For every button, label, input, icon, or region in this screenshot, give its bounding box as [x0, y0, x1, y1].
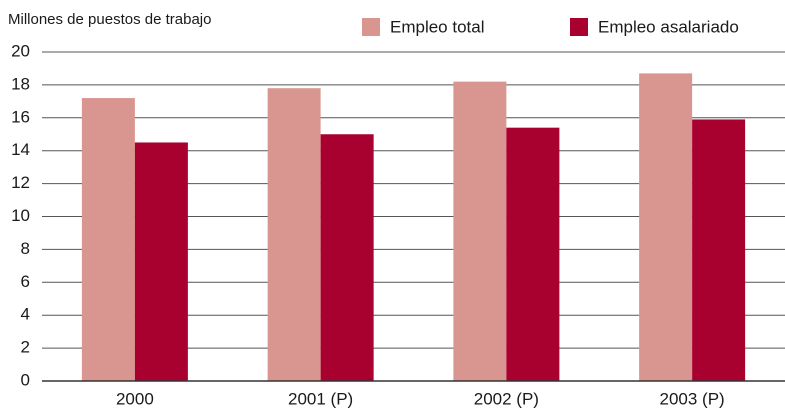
y-tick-label: 8 — [21, 239, 30, 258]
bar — [134, 142, 188, 381]
bar — [453, 81, 507, 382]
y-tick-label: 10 — [11, 206, 30, 225]
x-tick-label: 2001 (P) — [288, 389, 353, 408]
y-tick-label: 16 — [11, 107, 30, 126]
legend-swatch — [570, 18, 588, 36]
x-tick-label: 2002 (P) — [474, 389, 539, 408]
bar — [639, 73, 693, 381]
bar — [320, 134, 374, 381]
x-tick-label: 2003 (P) — [660, 389, 725, 408]
x-tick-label: 2000 — [116, 389, 154, 408]
y-tick-label: 4 — [21, 305, 30, 324]
legend-swatch — [362, 18, 380, 36]
y-tick-label: 0 — [21, 370, 30, 389]
y-tick-label: 2 — [21, 338, 30, 357]
bar — [692, 119, 746, 381]
bar — [267, 88, 321, 381]
y-tick-label: 18 — [11, 74, 30, 93]
y-tick-label: 6 — [21, 272, 30, 291]
y-tick-label: 14 — [11, 140, 30, 159]
legend-label: Empleo asalariado — [598, 17, 739, 36]
y-tick-label: 20 — [11, 41, 30, 60]
legend-label: Empleo total — [390, 17, 485, 36]
y-axis-label: Millones de puestos de trabajo — [8, 11, 211, 28]
bar — [81, 98, 135, 381]
bar — [506, 127, 560, 381]
y-tick-label: 12 — [11, 173, 30, 192]
